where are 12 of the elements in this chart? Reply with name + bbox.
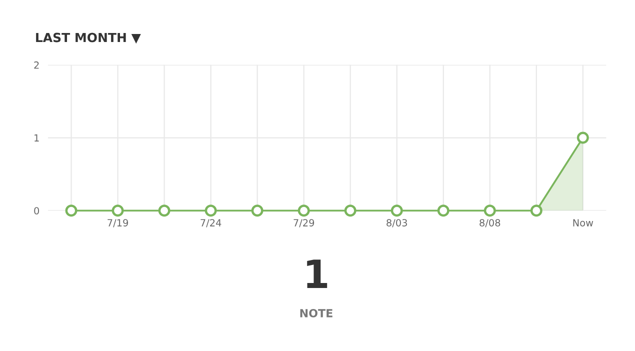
x-tick-label: 7/19 xyxy=(108,219,128,228)
x-tick-label: 7/29 xyxy=(294,219,314,228)
chart-title: LAST MONTH ▼ xyxy=(36,32,141,44)
y-tick-label: 2 xyxy=(34,61,39,69)
y-tick-label: 0 xyxy=(34,207,40,214)
y-tick-label: 1 xyxy=(34,134,39,142)
x-tick-label: 8/03 xyxy=(386,219,407,228)
text: NOTE xyxy=(300,308,332,318)
x-tick-label: Now xyxy=(573,219,594,226)
text: 1 xyxy=(307,260,328,288)
x-tick-label: 8/08 xyxy=(480,219,500,228)
x-tick-label: 7/24 xyxy=(200,219,222,228)
